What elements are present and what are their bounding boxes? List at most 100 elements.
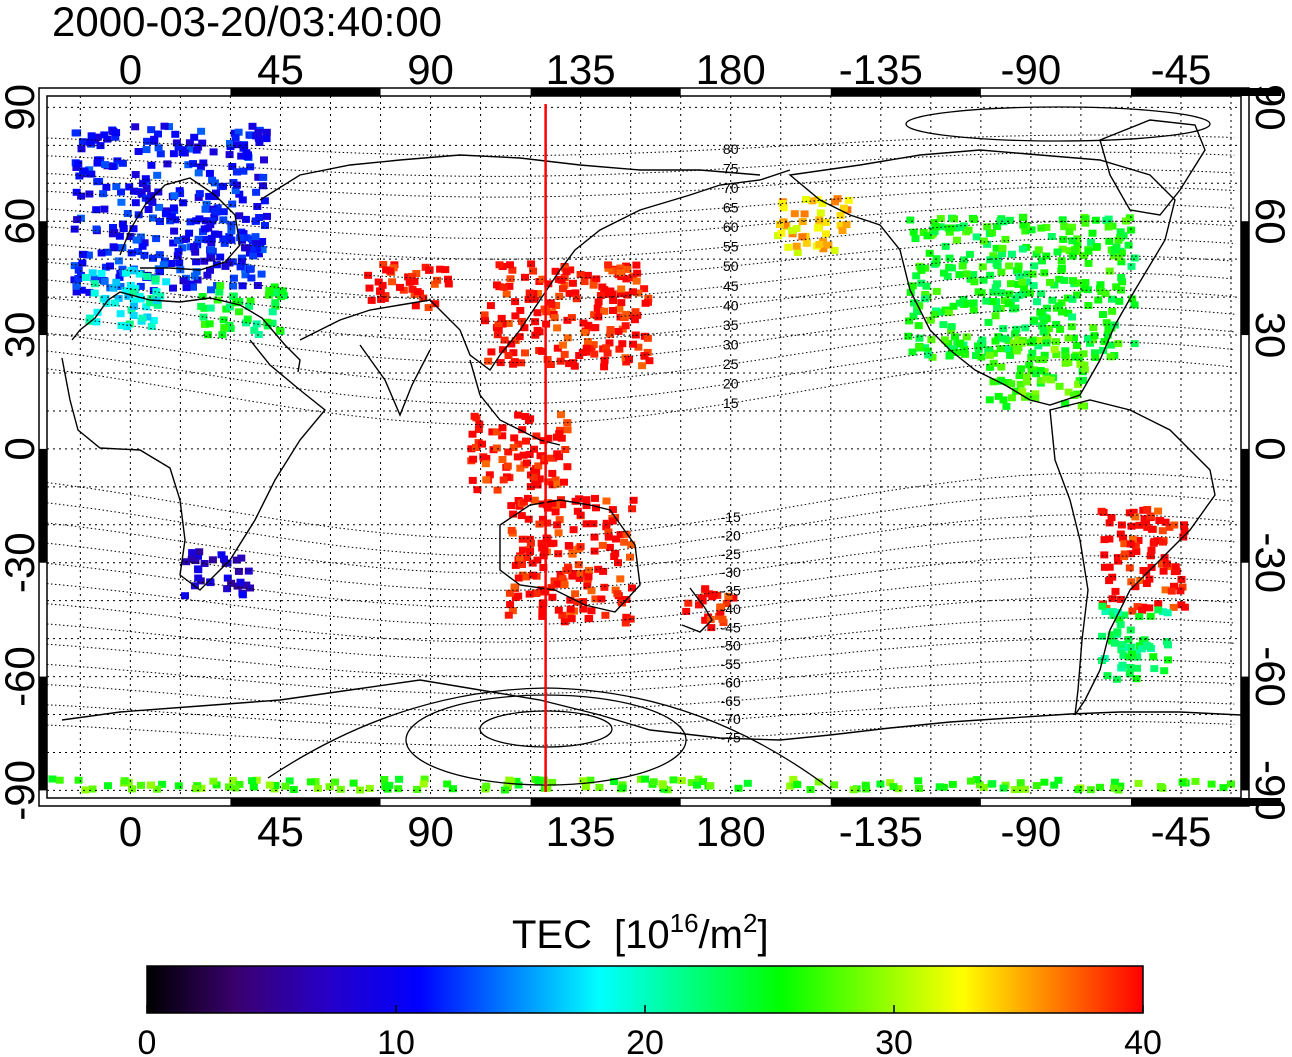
tec-cell: [131, 171, 140, 178]
tec-cell: [240, 581, 249, 589]
tec-cell: [553, 344, 562, 352]
tec-cell: [205, 320, 214, 328]
tec-cell: [1116, 595, 1125, 603]
tec-cell: [73, 282, 81, 290]
tec-cell: [1110, 778, 1119, 786]
tec-cell: [1107, 631, 1116, 639]
tec-cell: [395, 775, 404, 783]
tec-cell: [557, 276, 566, 284]
tec-cell: [999, 218, 1008, 226]
tec-cell: [526, 415, 535, 423]
tec-cell: [989, 288, 998, 296]
tec-cell: [565, 542, 574, 550]
tec-cell: [1014, 266, 1023, 274]
tec-cell: [1127, 226, 1136, 234]
tec-cell: [553, 433, 561, 441]
tec-cell: [156, 150, 165, 158]
tec-cell: [544, 478, 553, 486]
tec-cell: [1169, 603, 1178, 611]
tec-cell: [554, 550, 563, 558]
contour-label: -50: [721, 638, 741, 654]
tec-cell: [162, 278, 171, 286]
lon-tick-label-bottom: 135: [546, 808, 616, 855]
tec-cell: [103, 248, 112, 256]
tec-cell: [555, 516, 564, 524]
magnetic-latitude-contour: [47, 289, 1235, 343]
tec-cell: [630, 316, 639, 324]
tec-cell: [1001, 235, 1010, 243]
tec-cell: [563, 426, 572, 434]
tec-cell: [886, 779, 895, 787]
tec-cell: [412, 270, 421, 277]
tec-cell: [176, 266, 185, 274]
tec-cell: [608, 517, 617, 525]
tec-cell: [511, 298, 520, 306]
tec-cell: [1087, 238, 1096, 246]
tec-cell: [1030, 262, 1039, 270]
tec-cell: [994, 254, 1003, 262]
tec-cell: [1120, 540, 1129, 548]
lat-tick-label-right: -90: [1247, 760, 1292, 821]
tec-cell: [227, 579, 236, 587]
tec-cell: [212, 189, 220, 197]
tec-cell: [1178, 583, 1187, 591]
tec-cell: [1105, 563, 1114, 571]
tec-cell: [124, 292, 133, 300]
tec-cell: [92, 318, 101, 326]
tec-cell: [185, 139, 194, 147]
tec-cell: [92, 225, 101, 233]
tec-cell: [955, 299, 964, 307]
magnetic-latitude-contour: [47, 555, 1235, 609]
tec-cell: [1081, 215, 1090, 223]
tec-cell: [1130, 301, 1139, 309]
tec-cell: [999, 784, 1008, 792]
tec-cell: [1073, 235, 1082, 243]
contour-label: 70: [723, 180, 739, 196]
tec-cell: [1068, 295, 1077, 303]
tec-cell: [1040, 778, 1049, 786]
tec-cell: [238, 282, 247, 290]
tec-cell: [150, 135, 159, 143]
tec-cell: [126, 281, 135, 289]
tec-cell: [993, 305, 1002, 313]
tec-cell: [134, 148, 143, 155]
tec-cell: [1096, 281, 1105, 289]
tec-cell: [494, 327, 503, 334]
tec-cell: [1036, 308, 1045, 316]
tec-cell: [238, 591, 247, 599]
tec-cell: [553, 480, 562, 488]
tec-cell: [100, 277, 109, 285]
tec-cell: [613, 590, 622, 598]
tec-cell: [1069, 277, 1077, 285]
magnetic-latitude-contour: [47, 596, 1235, 643]
tec-cell: [974, 342, 982, 350]
tec-cell: [523, 554, 532, 561]
tec-cell: [193, 276, 202, 284]
tec-cell: [637, 775, 645, 783]
tec-cell: [591, 324, 600, 332]
tec-cell: [229, 274, 238, 282]
tec-cell: [915, 343, 924, 351]
tec-cell: [109, 284, 118, 292]
tec-cell: [792, 225, 801, 232]
tec-cell: [233, 141, 241, 149]
tec-cell: [101, 161, 110, 169]
tec-cell: [118, 265, 127, 273]
tec-cell: [1068, 237, 1077, 245]
tec-cell: [190, 272, 199, 280]
tec-cell: [1065, 247, 1074, 255]
tec-cell: [86, 314, 94, 322]
tec-cell: [549, 539, 558, 547]
tec-cell: [169, 284, 177, 292]
tec-cell: [604, 528, 613, 536]
tec-cell: [941, 242, 950, 250]
tec-cell: [583, 271, 592, 279]
tec-cell: [792, 242, 801, 250]
tec-cell: [197, 302, 206, 310]
tec-cell: [945, 352, 954, 360]
tec-cell: [118, 159, 127, 167]
tec-cell: [911, 235, 920, 243]
tec-cell: [1134, 779, 1143, 787]
tec-cell: [1019, 221, 1028, 229]
tec-cell: [605, 543, 614, 551]
